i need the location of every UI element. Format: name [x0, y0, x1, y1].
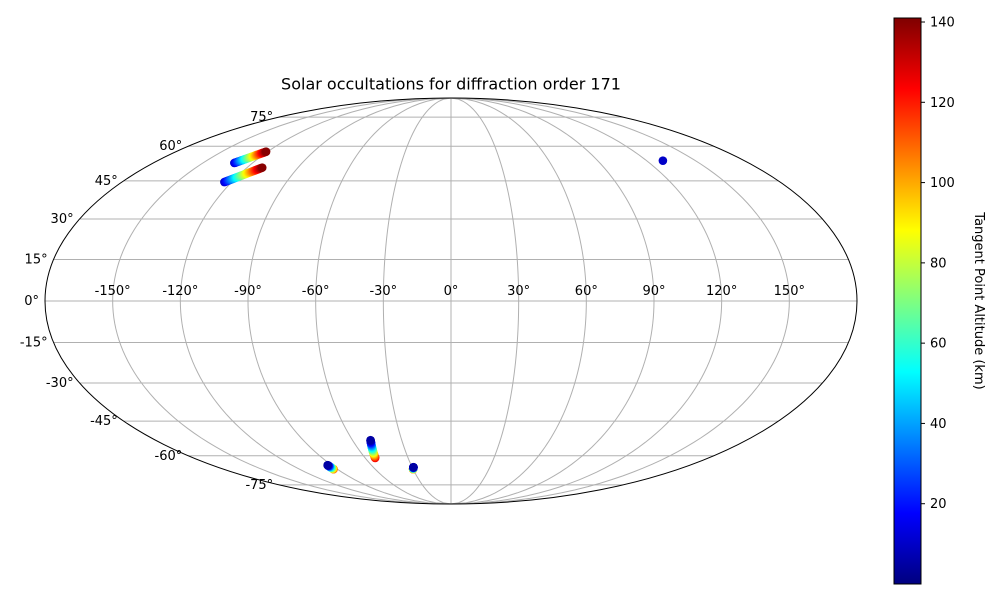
longitude-tick-label: -90° [234, 284, 262, 299]
latitude-tick-label: -45° [90, 414, 118, 429]
occultation-point [658, 156, 668, 165]
latitude-tick-label: -15° [20, 336, 48, 351]
colorbar-tick-label: 120 [930, 96, 955, 111]
colorbar-label: Tangent Point Altitude (km) [971, 211, 986, 389]
longitude-tick-label: -60° [302, 284, 330, 299]
meridian-line [450, 97, 587, 505]
latitude-tick-label: -30° [46, 376, 74, 391]
latitude-tick-label: 0° [24, 294, 39, 309]
longitude-tick-label: 90° [642, 284, 665, 299]
occultation-point [261, 147, 271, 156]
colorbar-tick-label: 100 [930, 176, 955, 191]
longitude-tick-label: -150° [95, 284, 131, 299]
colorbar-gradient [893, 17, 922, 585]
occultation-point [257, 163, 267, 172]
longitude-tick-label: -30° [369, 284, 397, 299]
longitude-tick-label: 30° [507, 284, 530, 299]
latitude-tick-label: 15° [25, 252, 48, 267]
latitude-tick-label: -60° [155, 449, 183, 464]
meridian-line [450, 97, 520, 505]
longitude-tick-label: -120° [162, 284, 198, 299]
colorbar-tick-label: 140 [930, 16, 955, 31]
meridian-line [247, 97, 452, 505]
colorbar-tick-label: 40 [930, 417, 947, 432]
chart-title: Solar occultations for diffraction order… [281, 75, 621, 94]
latitude-tick-label: 75° [250, 110, 273, 125]
occultation-point [366, 435, 375, 445]
longitude-tick-label: 150° [774, 284, 805, 299]
graticule [45, 97, 857, 505]
colorbar: 20 40 60 80 100 120 140 Tangent Point Altitude… [893, 16, 986, 585]
occultation-points [220, 147, 668, 474]
latitude-tick-label: 60° [159, 139, 182, 154]
occultation-point [409, 462, 418, 472]
meridian-line [450, 97, 723, 505]
colorbar-ticks: 20 40 60 80 100 120 140 [921, 16, 955, 512]
colorbar-tick-label: 20 [930, 497, 947, 512]
longitude-tick-label: 60° [575, 284, 598, 299]
meridian-line [315, 97, 452, 505]
latitude-tick-label: 45° [95, 174, 118, 189]
map-boundary [44, 97, 858, 505]
meridian-line [450, 97, 655, 505]
longitude-tick-label: 120° [706, 284, 737, 299]
occultation-point [323, 460, 332, 470]
colorbar-tick-label: 80 [930, 256, 947, 271]
meridian-line [382, 97, 452, 505]
meridian-line [450, 97, 790, 505]
latitude-tick-label: 30° [51, 212, 74, 227]
longitude-tick-labels: -150° -120° -90° -60° -30° 0° 30° 60° 90° 120° 150… [95, 284, 805, 299]
colorbar-tick-label: 60 [930, 337, 947, 352]
meridian-line [112, 97, 452, 505]
latitude-tick-label: -75° [245, 478, 273, 493]
longitude-tick-label: 0° [444, 284, 459, 299]
meridian-line [179, 97, 452, 505]
latitude-tick-labels: 75° 60° 45° 30° 15° 0° -15° -30° -45° -60° -75° [20, 110, 273, 493]
